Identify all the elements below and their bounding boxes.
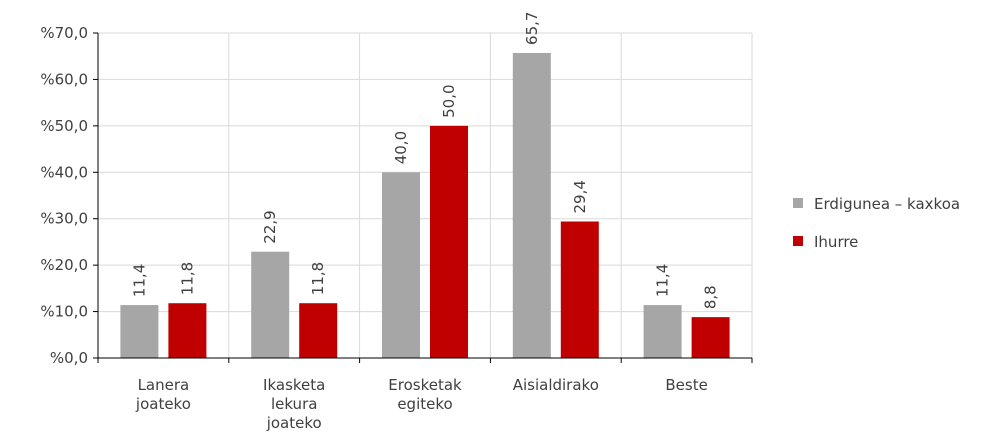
- x-category-label-line: joateko: [135, 395, 191, 413]
- legend-label-0: Erdigunea – kaxkoa: [814, 195, 960, 213]
- x-category-label-line: Aisialdirako: [513, 376, 599, 394]
- data-label-ihurre-3: 29,4: [571, 180, 589, 213]
- bar-erdigunea-0: [120, 305, 159, 358]
- x-category-label-1: Ikasketa lekura joateko: [263, 376, 325, 432]
- y-tick-label-0: %0,0: [50, 349, 88, 367]
- y-tick-label-3: %30,0: [40, 210, 88, 228]
- bar-ihurre-1: [299, 303, 338, 358]
- x-category-label-0: Lanera joateko: [135, 376, 191, 413]
- x-category-label-4: Beste: [665, 376, 707, 394]
- legend-swatch-1: [793, 236, 803, 246]
- bar-erdigunea-3: [512, 52, 551, 358]
- data-label-ihurre-1: 11,8: [309, 262, 327, 295]
- data-labels: 11,4 11,8 22,9 11,8 40,0 50,0 65,7 29,4 11,4 8,8: [130, 12, 719, 310]
- data-label-erdigunea-3: 65,7: [523, 12, 541, 45]
- data-label-ihurre-4: 8,8: [702, 285, 720, 309]
- y-tick-label-6: %60,0: [40, 70, 88, 88]
- axes: %0,0 %10,0 %20,0 %30,0 %40,0 %50,0 %60,0 %70,0 L…: [40, 24, 753, 432]
- bar-erdigunea-2: [382, 172, 420, 358]
- data-label-erdigunea-2: 40,0: [392, 131, 410, 164]
- x-category-label-line: Lanera: [138, 376, 190, 394]
- bar-ihurre-0: [168, 303, 207, 358]
- y-tick-label-1: %10,0: [40, 303, 88, 321]
- y-tick-label-4: %40,0: [40, 163, 88, 181]
- data-label-ihurre-2: 50,0: [440, 84, 458, 117]
- legend-swatch-0: [793, 198, 803, 208]
- x-category-label-line: lekura: [271, 395, 318, 413]
- bar-erdigunea-4: [643, 305, 682, 358]
- bar-ihurre-3: [560, 221, 599, 358]
- x-category-label-3: Aisialdirako: [513, 376, 599, 394]
- y-tick-label-7: %70,0: [40, 24, 88, 42]
- gridlines: [98, 32, 753, 358]
- x-category-label-line: joateko: [266, 414, 322, 432]
- data-label-erdigunea-1: 22,9: [261, 210, 279, 243]
- data-label-ihurre-0: 11,8: [178, 262, 196, 295]
- legend-label-1: Ihurre: [814, 233, 858, 251]
- x-category-label-2: Erosketak egiteko: [388, 376, 462, 413]
- x-category-label-line: Erosketak: [388, 376, 462, 394]
- legend: Erdigunea – kaxkoa Ihurre: [793, 195, 960, 251]
- y-tick-label-5: %50,0: [40, 117, 88, 135]
- bar-erdigunea-1: [251, 251, 290, 358]
- x-category-label-line: egiteko: [397, 395, 452, 413]
- data-label-erdigunea-4: 11,4: [654, 264, 672, 297]
- bars: [120, 52, 730, 358]
- data-label-erdigunea-0: 11,4: [130, 264, 148, 297]
- x-category-label-line: Beste: [665, 376, 707, 394]
- bar-ihurre-2: [430, 125, 468, 358]
- y-tick-label-2: %20,0: [40, 256, 88, 274]
- x-category-label-line: Ikasketa: [263, 376, 325, 394]
- bar-ihurre-4: [691, 317, 730, 358]
